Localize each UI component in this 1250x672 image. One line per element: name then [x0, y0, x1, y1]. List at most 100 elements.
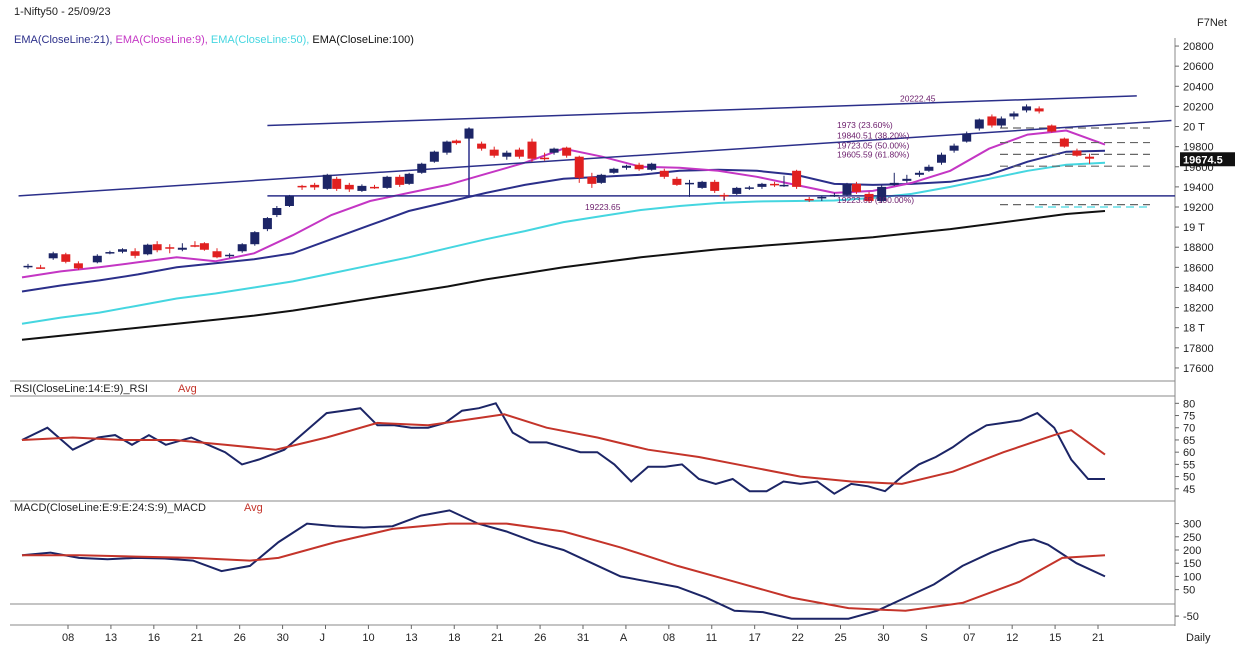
- candle-body: [587, 176, 597, 184]
- legend-item: EMA(CloseLine:50),: [210, 34, 313, 46]
- candle-body: [609, 168, 619, 173]
- candle-body: [914, 172, 924, 175]
- candle-body: [685, 182, 694, 185]
- symbol-label: 1-Nifty50 - 25/09/23: [14, 6, 111, 18]
- macd-tick-label: 150: [1183, 558, 1201, 570]
- price-tick-label: 19 T: [1183, 222, 1205, 234]
- candle-body: [514, 149, 524, 157]
- candle-body: [118, 249, 127, 252]
- macd-tick-label: 300: [1183, 519, 1201, 531]
- x-tick-label: 07: [963, 632, 975, 644]
- candle-body: [190, 245, 200, 247]
- candle-body: [357, 185, 367, 191]
- candle-body: [237, 244, 247, 252]
- x-tick-label: 25: [835, 632, 847, 644]
- candle-body: [404, 173, 414, 184]
- x-tick-label: A: [620, 632, 628, 644]
- price-tick-label: 18 T: [1183, 323, 1205, 335]
- candle-body: [757, 183, 767, 187]
- macd-tick-label: 50: [1183, 585, 1195, 597]
- rsi-avg-label: Avg: [178, 383, 197, 395]
- x-tick-label: 30: [277, 632, 289, 644]
- candle-body: [996, 118, 1006, 126]
- price-annotation: 19605.59 (61.80%): [837, 150, 909, 160]
- candle-body: [549, 148, 559, 153]
- candle-body: [502, 152, 512, 157]
- price-annotation: 1973 (23.60%): [837, 120, 893, 130]
- candle-body: [199, 243, 209, 250]
- candle-body: [105, 252, 115, 254]
- candle-body: [73, 263, 83, 269]
- price-tick-label: 20600: [1183, 61, 1214, 73]
- candle-body: [1022, 106, 1032, 111]
- candle-body: [310, 184, 320, 188]
- candle-body: [272, 208, 282, 216]
- x-tick-label: 08: [62, 632, 74, 644]
- brand-label: F7Net: [1197, 17, 1227, 29]
- candle-body: [924, 166, 934, 171]
- candle-body: [647, 163, 657, 170]
- candle-body: [744, 187, 754, 189]
- candle-body: [937, 154, 946, 163]
- candle-body: [634, 164, 644, 170]
- candle-body: [779, 184, 789, 187]
- price-tick-label: 19200: [1183, 202, 1214, 214]
- candle-body: [710, 181, 720, 191]
- candle-body: [297, 185, 307, 188]
- candle-body: [842, 183, 852, 195]
- price-tick-label: 17600: [1183, 363, 1214, 375]
- ema-line: [21, 149, 1106, 293]
- x-tick-label: 26: [534, 632, 546, 644]
- ema-line: [21, 161, 1106, 325]
- x-tick-label: 22: [792, 632, 804, 644]
- candle-body: [48, 253, 58, 259]
- candle-body: [61, 254, 71, 262]
- candle-body: [877, 186, 887, 201]
- x-tick-label: 21: [1092, 632, 1104, 644]
- candle-body: [1059, 138, 1069, 147]
- x-tick-label: 16: [148, 632, 160, 644]
- macd-avg-line: [22, 522, 1106, 612]
- candle-body: [851, 183, 861, 192]
- period-label: Daily: [1186, 632, 1211, 644]
- candle-body: [596, 174, 606, 183]
- candle-body: [622, 165, 631, 168]
- trendline: [267, 95, 1137, 127]
- x-tick-label: S: [920, 632, 927, 644]
- candle-body: [442, 141, 452, 153]
- candle-body: [829, 194, 839, 197]
- candle-body: [1034, 108, 1044, 112]
- x-tick-label: 11: [706, 632, 717, 644]
- candle-body: [574, 156, 584, 178]
- candle-body: [659, 170, 669, 177]
- x-tick-label: 31: [577, 632, 589, 644]
- rsi-tick-label: 60: [1183, 447, 1195, 459]
- candle-body: [527, 141, 537, 159]
- x-tick-label: 30: [877, 632, 889, 644]
- candle-body: [697, 181, 707, 188]
- rsi-tick-label: 45: [1183, 484, 1195, 496]
- candle-body: [152, 244, 162, 251]
- candle-body: [792, 170, 802, 187]
- price-tick-label: 18800: [1183, 242, 1214, 254]
- candle-body: [489, 149, 499, 156]
- candle-body: [344, 184, 354, 190]
- x-tick-label: 15: [1049, 632, 1061, 644]
- candle-body: [770, 183, 780, 186]
- rsi-tick-label: 80: [1183, 398, 1195, 410]
- candle-body: [477, 143, 487, 149]
- legend-item: EMA(CloseLine:21),: [14, 34, 116, 46]
- macd-tick-label: 200: [1183, 545, 1201, 557]
- candle-body: [1085, 156, 1095, 159]
- x-tick-label: 26: [234, 632, 246, 644]
- candle-body: [672, 178, 682, 185]
- candle-body: [732, 187, 742, 194]
- candle-body: [817, 196, 827, 199]
- last-price-label: 19674.5: [1183, 154, 1223, 166]
- candle-body: [889, 182, 899, 185]
- candle-body: [284, 195, 294, 206]
- price-tick-label: 20400: [1183, 81, 1214, 93]
- x-tick-label: 21: [491, 632, 503, 644]
- candle-body: [962, 133, 972, 142]
